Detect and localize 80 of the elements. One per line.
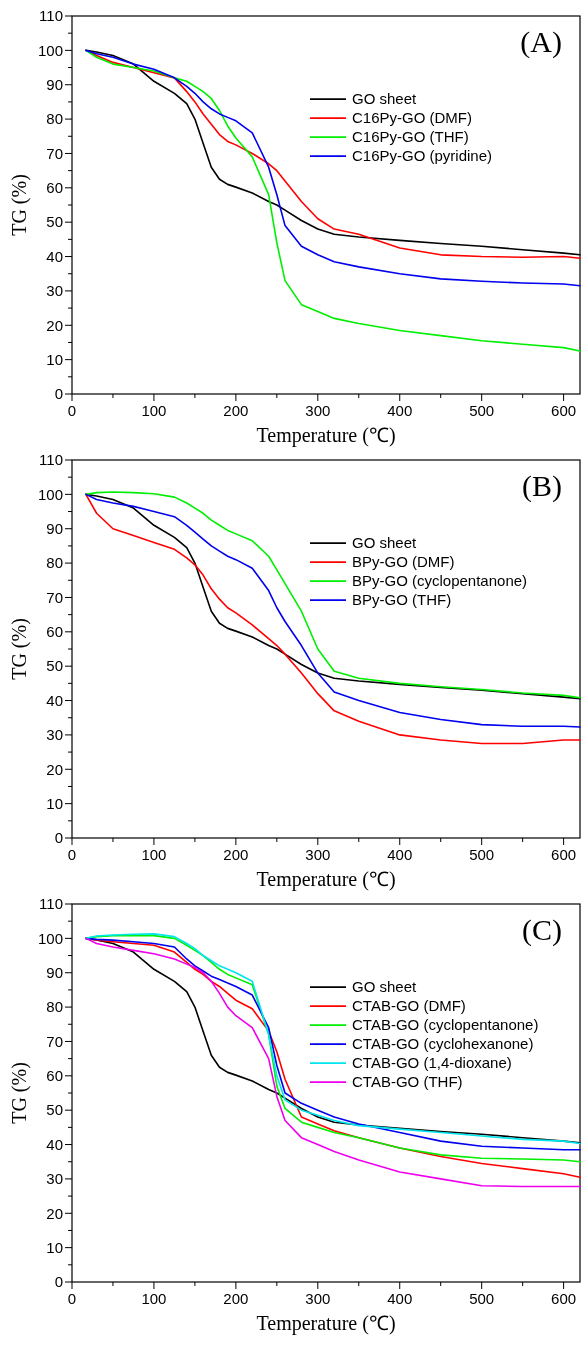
y-tick-label: 40 [46,247,63,265]
y-tick-label: 60 [46,179,63,197]
y-tick-label: 50 [46,1101,63,1119]
y-tick-label: 20 [46,760,63,778]
y-axis-title: TG (%) [8,174,31,236]
x-tick-label: 200 [223,402,249,419]
x-tick-label: 600 [551,1290,577,1307]
y-tick-label: 90 [46,963,63,981]
y-tick-label: 20 [46,1204,63,1222]
legend-label: C16Py-GO (DMF) [352,109,472,127]
y-tick-label: 40 [46,1135,63,1153]
chart-title: (A) [520,25,562,59]
legend-label: C16Py-GO (pyridine) [352,147,493,165]
y-tick-label: 70 [46,144,63,162]
y-axis-title: TG (%) [8,618,31,680]
y-tick-label: 50 [46,213,63,231]
y-tick-label: 70 [46,1032,63,1050]
legend-label: CTAB-GO (cyclohexanone) [352,1035,534,1053]
x-tick-label: 600 [551,402,577,419]
y-axis-title: TG (%) [8,1062,31,1124]
legend-label: CTAB-GO (cyclopentanone) [352,1016,539,1034]
legend-label: GO sheet [352,534,418,552]
x-tick-label: 600 [551,846,577,863]
legend-label: BPy-GO (THF) [352,591,452,609]
x-tick-label: 500 [469,402,495,419]
legend-label: BPy-GO (DMF) [352,553,455,571]
x-tick-label: 300 [305,1290,331,1307]
y-tick-label: 110 [39,895,63,913]
x-tick-label: 500 [469,1290,495,1307]
y-tick-label: 0 [54,829,63,847]
y-tick-label: 60 [46,623,63,641]
y-tick-label: 50 [46,657,63,675]
y-tick-label: 40 [46,691,63,709]
y-tick-label: 0 [54,385,63,403]
y-tick-label: 30 [46,726,63,744]
x-axis-title: Temperature (℃) [256,868,396,891]
chart-title: (B) [522,469,562,503]
x-tick-label: 100 [141,846,167,863]
y-tick-label: 10 [46,794,63,812]
y-tick-label: 90 [46,75,63,93]
x-tick-label: 400 [387,402,413,419]
y-tick-label: 70 [46,588,63,606]
legend-label: CTAB-GO (1,4-dioxane) [352,1054,512,1072]
y-tick-label: 80 [46,998,63,1016]
legend-label: GO sheet [352,90,418,108]
y-tick-label: 10 [46,350,63,368]
x-axis-title: Temperature (℃) [256,1312,396,1335]
y-tick-label: 110 [39,7,63,25]
chart-title: (C) [522,913,562,947]
y-tick-label: 0 [54,1273,63,1291]
legend-label: GO sheet [352,978,418,996]
x-tick-label: 0 [67,1290,77,1307]
y-tick-label: 100 [37,485,63,503]
y-tick-label: 100 [37,929,63,947]
y-tick-label: 90 [46,519,63,537]
x-tick-label: 200 [223,1290,249,1307]
y-tick-label: 100 [37,41,63,59]
y-tick-label: 110 [39,451,63,469]
y-tick-label: 80 [46,110,63,128]
y-tick-label: 30 [46,282,63,300]
y-tick-label: 20 [46,316,63,334]
x-tick-label: 0 [67,402,77,419]
legend-label: CTAB-GO (THF) [352,1073,463,1091]
x-tick-label: 400 [387,1290,413,1307]
legend-label: CTAB-GO (DMF) [352,997,466,1015]
x-tick-label: 300 [305,846,331,863]
x-axis-title: Temperature (℃) [256,424,396,447]
x-tick-label: 200 [223,846,249,863]
y-tick-label: 10 [46,1238,63,1256]
x-tick-label: 100 [141,1290,167,1307]
y-tick-label: 80 [46,554,63,572]
x-tick-label: 0 [67,846,77,863]
x-tick-label: 400 [387,846,413,863]
legend-label: C16Py-GO (THF) [352,128,469,146]
y-tick-label: 30 [46,1170,63,1188]
y-tick-label: 60 [46,1067,63,1085]
x-tick-label: 100 [141,402,167,419]
x-tick-label: 500 [469,846,495,863]
x-tick-label: 300 [305,402,331,419]
legend-label: BPy-GO (cyclopentanone) [352,572,528,590]
